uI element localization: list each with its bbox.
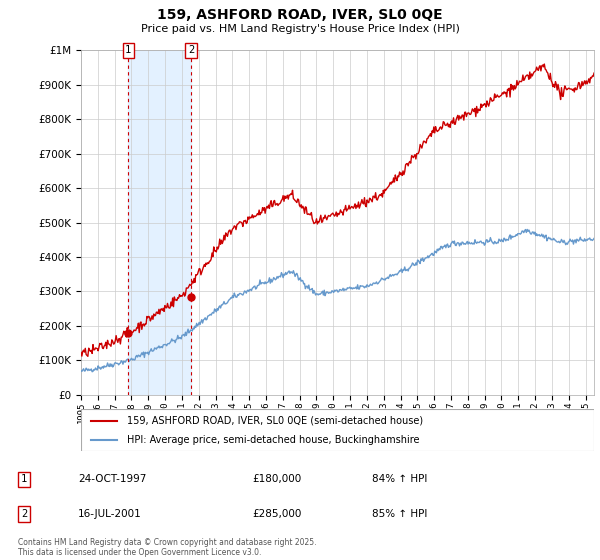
Text: Contains HM Land Registry data © Crown copyright and database right 2025.
This d: Contains HM Land Registry data © Crown c… bbox=[18, 538, 317, 557]
Text: 85% ↑ HPI: 85% ↑ HPI bbox=[372, 509, 427, 519]
Text: 16-JUL-2001: 16-JUL-2001 bbox=[78, 509, 142, 519]
Text: Price paid vs. HM Land Registry's House Price Index (HPI): Price paid vs. HM Land Registry's House … bbox=[140, 24, 460, 34]
Text: £285,000: £285,000 bbox=[252, 509, 301, 519]
Bar bbox=[128, 50, 191, 395]
Text: 1: 1 bbox=[125, 45, 131, 55]
Text: 2: 2 bbox=[21, 509, 27, 519]
Text: 159, ASHFORD ROAD, IVER, SL0 0QE: 159, ASHFORD ROAD, IVER, SL0 0QE bbox=[157, 8, 443, 22]
Text: £180,000: £180,000 bbox=[252, 474, 301, 484]
Text: 84% ↑ HPI: 84% ↑ HPI bbox=[372, 474, 427, 484]
Text: 2: 2 bbox=[188, 45, 194, 55]
Text: HPI: Average price, semi-detached house, Buckinghamshire: HPI: Average price, semi-detached house,… bbox=[127, 435, 419, 445]
Text: 1: 1 bbox=[21, 474, 27, 484]
Text: 24-OCT-1997: 24-OCT-1997 bbox=[78, 474, 146, 484]
Text: 159, ASHFORD ROAD, IVER, SL0 0QE (semi-detached house): 159, ASHFORD ROAD, IVER, SL0 0QE (semi-d… bbox=[127, 416, 423, 426]
